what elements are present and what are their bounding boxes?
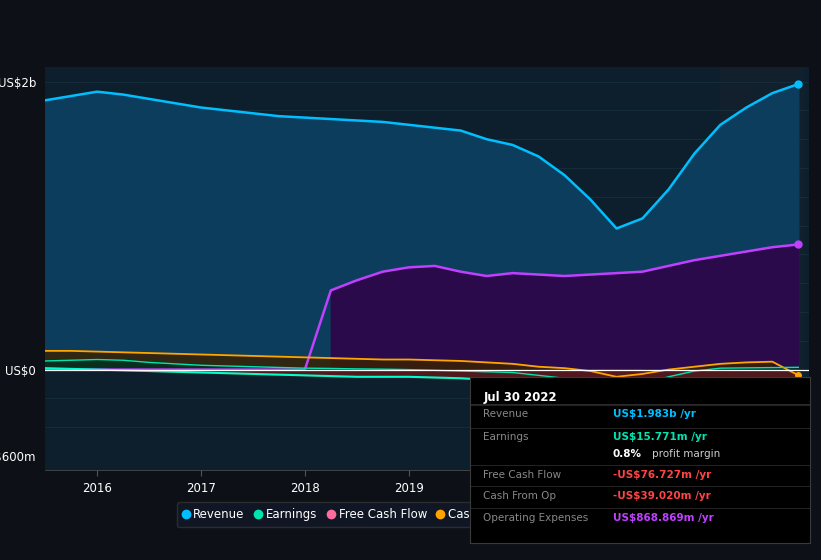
Text: US$1.983b /yr: US$1.983b /yr <box>612 409 695 419</box>
Text: -US$39.020m /yr: -US$39.020m /yr <box>612 491 710 501</box>
Text: -US$76.727m /yr: -US$76.727m /yr <box>612 470 711 480</box>
Text: US$15.771m /yr: US$15.771m /yr <box>612 432 707 442</box>
Legend: Revenue, Earnings, Free Cash Flow, Cash From Op, Operating Expenses: Revenue, Earnings, Free Cash Flow, Cash … <box>177 502 677 527</box>
Text: Jul 30 2022: Jul 30 2022 <box>484 391 557 404</box>
Text: Revenue: Revenue <box>484 409 529 419</box>
Text: Cash From Op: Cash From Op <box>484 491 557 501</box>
Text: Operating Expenses: Operating Expenses <box>484 513 589 523</box>
Text: 0.8%: 0.8% <box>612 449 642 459</box>
Text: Earnings: Earnings <box>484 432 529 442</box>
Text: US$868.869m /yr: US$868.869m /yr <box>612 513 713 523</box>
Bar <box>720 67 804 470</box>
Text: profit margin: profit margin <box>652 449 720 459</box>
Text: Free Cash Flow: Free Cash Flow <box>484 470 562 480</box>
